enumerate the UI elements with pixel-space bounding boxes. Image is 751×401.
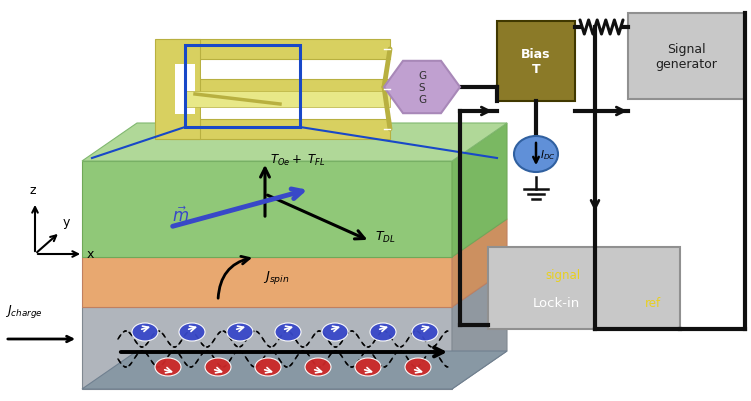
Polygon shape [82,257,452,307]
Text: $T_{DL}$: $T_{DL}$ [375,229,396,244]
Text: $J_{spin}$: $J_{spin}$ [263,269,290,286]
Polygon shape [170,40,390,60]
Ellipse shape [132,323,158,341]
Text: $T_{Oe}+$ $T_{FL}$: $T_{Oe}+$ $T_{FL}$ [270,152,325,168]
Bar [488,247,680,329]
Polygon shape [452,219,507,307]
Ellipse shape [255,358,281,376]
Polygon shape [155,40,200,140]
Ellipse shape [205,358,231,376]
Text: G
S
G: G S G [418,71,426,105]
Text: Signal
generator: Signal generator [656,43,717,71]
Polygon shape [175,65,195,115]
Ellipse shape [179,323,205,341]
Bar [497,22,575,102]
Text: Bias
T: Bias T [521,48,550,76]
Ellipse shape [405,358,431,376]
Polygon shape [201,62,390,78]
Ellipse shape [412,323,438,341]
Text: $J_{charge}$: $J_{charge}$ [5,303,43,320]
Polygon shape [170,80,390,100]
Polygon shape [452,124,507,257]
Text: $\vec{m}$: $\vec{m}$ [172,206,189,225]
Text: Lock-in: Lock-in [532,297,580,310]
Ellipse shape [322,323,348,341]
Polygon shape [82,162,452,257]
Text: $I_{DC}$: $I_{DC}$ [540,148,556,162]
Polygon shape [82,124,507,162]
Polygon shape [452,269,507,389]
Bar [185,46,300,128]
Bar [628,14,745,100]
Ellipse shape [305,358,331,376]
Text: y: y [63,215,71,229]
Text: ref: ref [645,297,661,310]
Ellipse shape [514,137,558,172]
Ellipse shape [355,358,381,376]
Text: signal: signal [545,269,581,282]
Text: x: x [87,248,95,261]
Polygon shape [384,62,460,114]
Polygon shape [170,120,390,140]
Ellipse shape [275,323,301,341]
Ellipse shape [370,323,396,341]
Ellipse shape [227,323,253,341]
Polygon shape [82,351,507,389]
Polygon shape [82,307,452,389]
Polygon shape [201,102,390,118]
Ellipse shape [155,358,181,376]
Text: z: z [30,184,36,196]
Polygon shape [185,92,390,108]
